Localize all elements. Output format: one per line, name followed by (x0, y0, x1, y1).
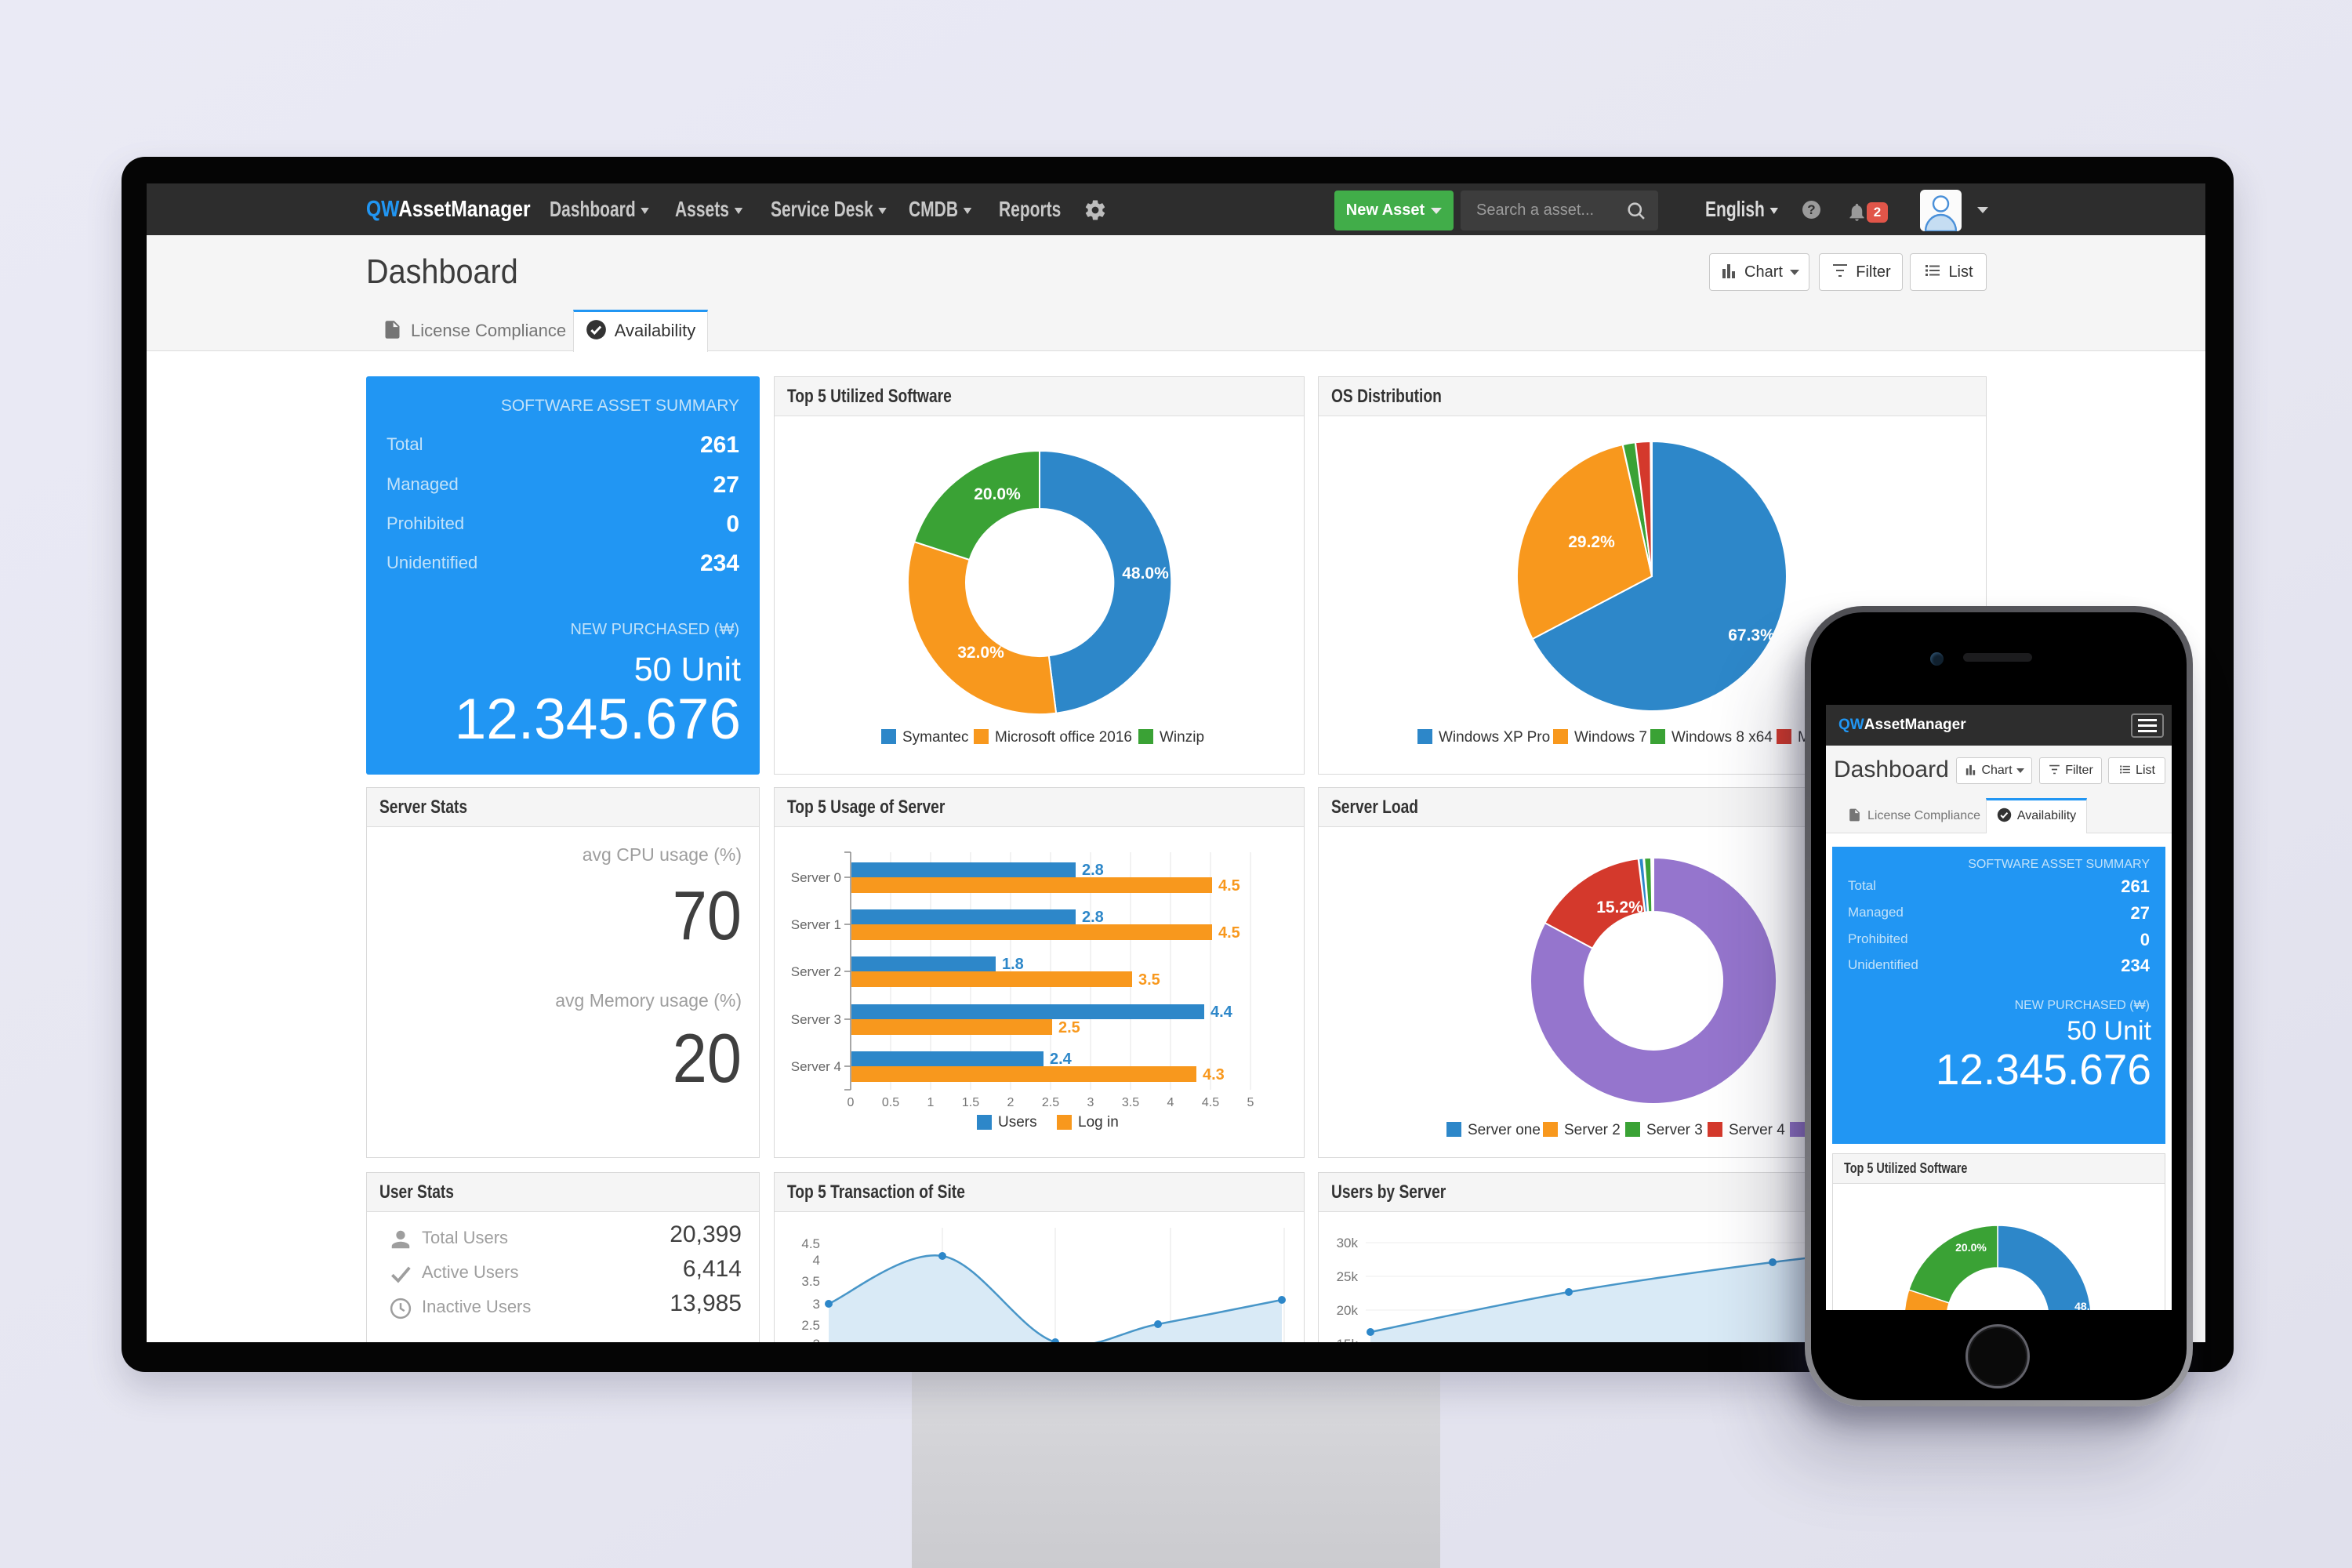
svg-text:4.4: 4.4 (1210, 1004, 1233, 1021)
svg-text:2.8: 2.8 (1082, 909, 1104, 926)
svg-text:4.3: 4.3 (1203, 1066, 1225, 1083)
svg-text:4.5: 4.5 (801, 1236, 820, 1251)
svg-text:3: 3 (1087, 1096, 1094, 1109)
svg-text:2.5: 2.5 (801, 1318, 820, 1333)
svg-text:2.4: 2.4 (1050, 1051, 1073, 1068)
svg-text:2.8: 2.8 (1082, 862, 1104, 879)
svg-text:3.5: 3.5 (801, 1274, 820, 1289)
svg-text:1.8: 1.8 (1002, 956, 1024, 973)
svg-text:4: 4 (1167, 1096, 1174, 1109)
svg-text:Server 2: Server 2 (791, 964, 841, 979)
svg-text:3.5: 3.5 (1138, 971, 1160, 989)
svg-text:Server 4: Server 4 (791, 1059, 841, 1074)
svg-text:5: 5 (1247, 1096, 1254, 1109)
svg-text:Log in: Log in (1078, 1114, 1119, 1131)
svg-text:1: 1 (927, 1096, 935, 1109)
svg-text:0.5: 0.5 (882, 1096, 899, 1109)
svg-text:3: 3 (813, 1297, 820, 1312)
svg-text:4.5: 4.5 (1202, 1096, 1219, 1109)
svg-text:4.5: 4.5 (1218, 877, 1240, 895)
svg-text:Server 1: Server 1 (791, 917, 841, 932)
svg-text:1.5: 1.5 (962, 1096, 979, 1109)
svg-text:0: 0 (848, 1096, 855, 1109)
svg-text:3.5: 3.5 (1122, 1096, 1139, 1109)
svg-text:15k: 15k (1337, 1337, 1359, 1342)
svg-text:2.5: 2.5 (1042, 1096, 1059, 1109)
svg-text:30k: 30k (1337, 1236, 1359, 1250)
svg-text:4.5: 4.5 (1218, 924, 1240, 942)
svg-text:2.5: 2.5 (1058, 1019, 1080, 1036)
svg-text:20k: 20k (1337, 1303, 1359, 1318)
svg-text:Server 3: Server 3 (791, 1012, 841, 1027)
svg-text:25k: 25k (1337, 1269, 1359, 1284)
svg-text:2: 2 (813, 1337, 820, 1342)
svg-text:Users: Users (998, 1114, 1037, 1131)
svg-text:2: 2 (1007, 1096, 1014, 1109)
svg-text:Server 0: Server 0 (791, 870, 841, 885)
svg-text:4: 4 (813, 1253, 820, 1268)
